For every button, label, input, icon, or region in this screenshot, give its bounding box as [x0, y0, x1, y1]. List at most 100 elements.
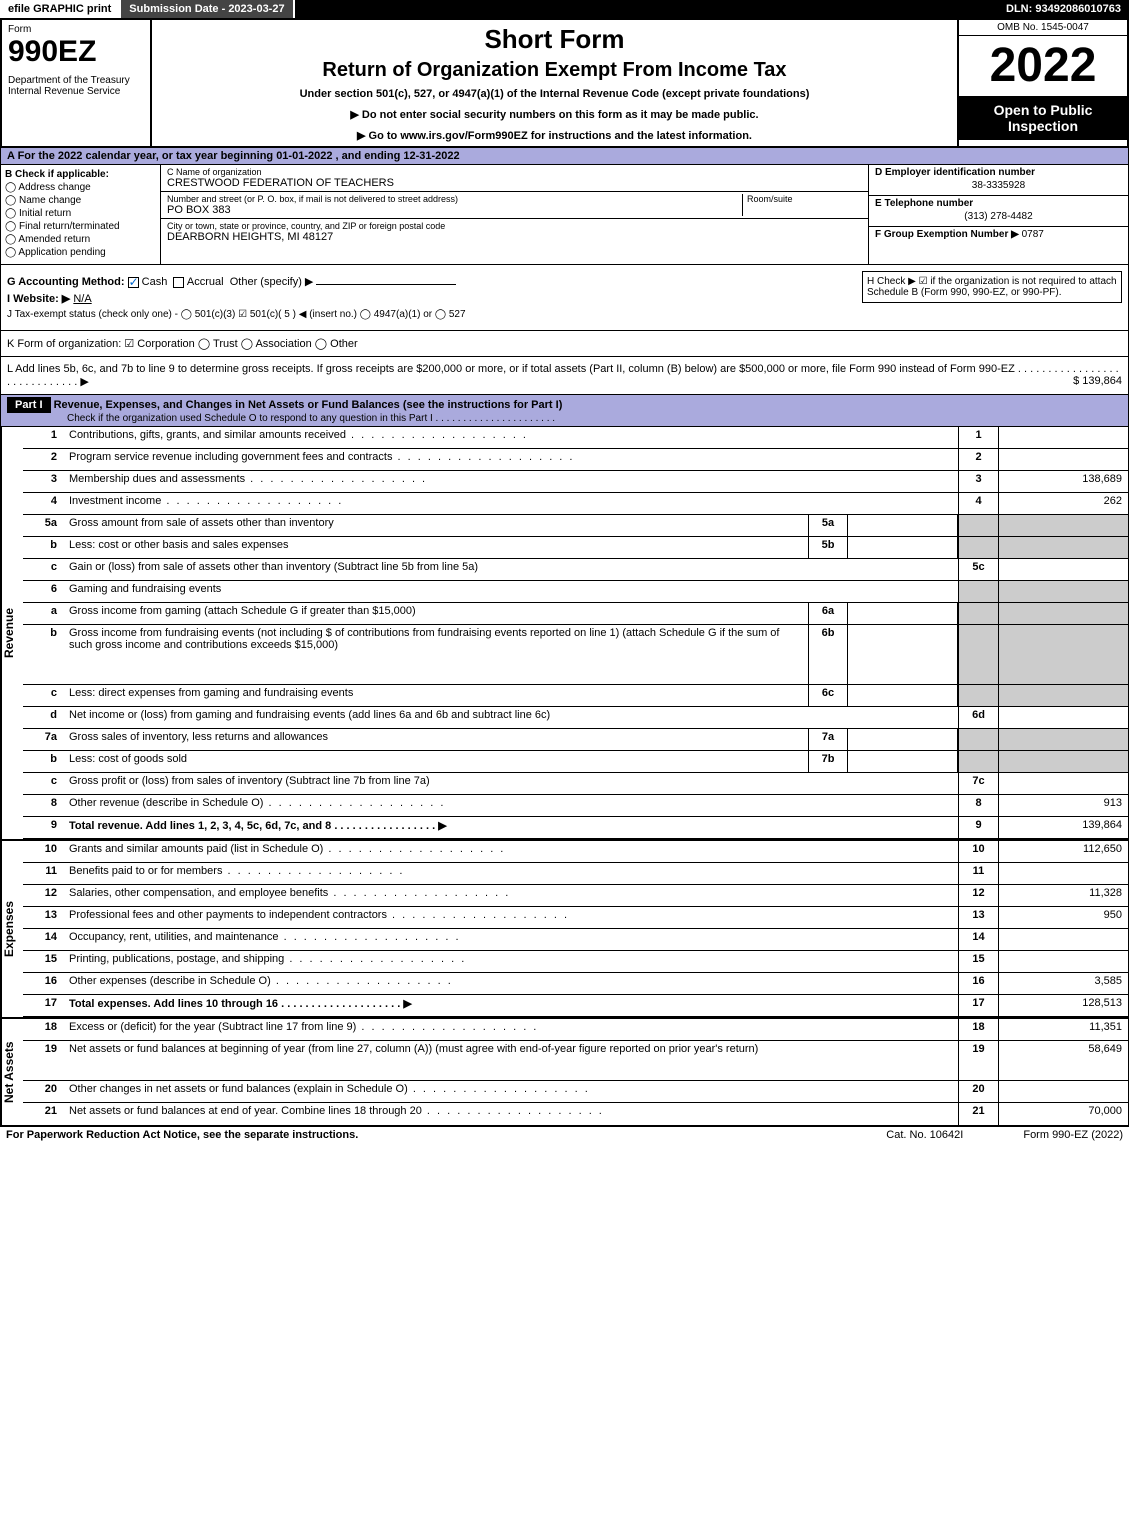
phone-value: (313) 278-4482 [875, 211, 1122, 222]
line-8: 8Other revenue (describe in Schedule O)8… [23, 795, 1128, 817]
d-ein-box: D Employer identification number 38-3335… [869, 165, 1128, 196]
f-label: F Group Exemption Number ▶ [875, 229, 1019, 240]
line-1: 1Contributions, gifts, grants, and simil… [23, 427, 1128, 449]
line-17: 17Total expenses. Add lines 10 through 1… [23, 995, 1128, 1017]
omb-number: OMB No. 1545-0047 [959, 20, 1127, 36]
line-6c: cLess: direct expenses from gaming and f… [23, 685, 1128, 707]
irs-link[interactable]: www.irs.gov/Form990EZ [400, 130, 527, 142]
line-3: 3Membership dues and assessments3138,689 [23, 471, 1128, 493]
c-city-label: City or town, state or province, country… [167, 221, 445, 231]
part1-header: Part I Revenue, Expenses, and Changes in… [0, 395, 1129, 427]
expense-lines: 10Grants and similar amounts paid (list … [23, 841, 1128, 1017]
line-7a: 7aGross sales of inventory, less returns… [23, 729, 1128, 751]
line-5c: cGain or (loss) from sale of assets othe… [23, 559, 1128, 581]
line-5b: bLess: cost or other basis and sales exp… [23, 537, 1128, 559]
chk-final-return[interactable]: ◯ Final return/terminated [5, 221, 156, 232]
chk-name-change[interactable]: ◯ Name change [5, 195, 156, 206]
j-tax-exempt: J Tax-exempt status (check only one) - ◯… [7, 309, 1122, 320]
revenue-grid: Revenue 1Contributions, gifts, grants, a… [0, 427, 1129, 839]
l-value: $ 139,864 [1073, 375, 1122, 387]
line-6: 6Gaming and fundraising events [23, 581, 1128, 603]
efile-print-label[interactable]: efile GRAPHIC print [0, 0, 121, 18]
line-16: 16Other expenses (describe in Schedule O… [23, 973, 1128, 995]
col-de: D Employer identification number 38-3335… [868, 165, 1128, 264]
title-return: Return of Organization Exempt From Incom… [156, 59, 953, 82]
tax-year: 2022 [959, 36, 1127, 96]
department-label: Department of the Treasury Internal Reve… [8, 75, 144, 97]
expenses-grid: Expenses 10Grants and similar amounts pa… [0, 839, 1129, 1017]
org-city: DEARBORN HEIGHTS, MI 48127 [167, 231, 445, 243]
line-5a: 5aGross amount from sale of assets other… [23, 515, 1128, 537]
other-fill[interactable] [316, 284, 456, 285]
open-to-public: Open to Public Inspection [959, 96, 1127, 140]
title-short-form: Short Form [156, 24, 953, 55]
c-street-label: Number and street (or P. O. box, if mail… [167, 194, 742, 204]
h-schedule-b: H Check ▶ ☑ if the organization is not r… [862, 271, 1122, 303]
topbar-spacer [295, 0, 998, 18]
ein-value: 38-3335928 [875, 180, 1122, 191]
c-street-box: Number and street (or P. O. box, if mail… [161, 192, 868, 219]
line-10: 10Grants and similar amounts paid (list … [23, 841, 1128, 863]
line-18: 18Excess or (deficit) for the year (Subt… [23, 1019, 1128, 1041]
header-right: OMB No. 1545-0047 2022 Open to Public In… [957, 20, 1127, 146]
section-kl: K Form of organization: ☑ Corporation ◯ … [0, 331, 1129, 357]
form-header: Form 990EZ Department of the Treasury In… [0, 18, 1129, 148]
d-label: D Employer identification number [875, 167, 1122, 178]
line-9: 9Total revenue. Add lines 1, 2, 3, 4, 5c… [23, 817, 1128, 839]
col-c-org-info: C Name of organization CRESTWOOD FEDERAT… [161, 165, 868, 264]
row-a-tax-year: A For the 2022 calendar year, or tax yea… [0, 148, 1129, 165]
revenue-lines: 1Contributions, gifts, grants, and simil… [23, 427, 1128, 839]
line-6b: bGross income from fundraising events (n… [23, 625, 1128, 685]
chk-cash-icon[interactable] [128, 277, 139, 288]
org-name: CRESTWOOD FEDERATION OF TEACHERS [167, 177, 394, 189]
form-number: 990EZ [8, 35, 144, 69]
line-12: 12Salaries, other compensation, and empl… [23, 885, 1128, 907]
line-21: 21Net assets or fund balances at end of … [23, 1103, 1128, 1125]
header-center: Short Form Return of Organization Exempt… [152, 20, 957, 146]
c-name-label: C Name of organization [167, 167, 394, 177]
part1-sub: Check if the organization used Schedule … [7, 413, 1122, 424]
sidebar-expenses: Expenses [1, 841, 23, 1017]
b-label: B Check if applicable: [5, 169, 156, 180]
l-gross-receipts: L Add lines 5b, 6c, and 7b to line 9 to … [7, 363, 1122, 388]
website-value: N/A [73, 293, 91, 305]
k-form-org: K Form of organization: ☑ Corporation ◯ … [7, 337, 1122, 350]
c-name-box: C Name of organization CRESTWOOD FEDERAT… [161, 165, 868, 192]
chk-address-change[interactable]: ◯ Address change [5, 182, 156, 193]
sidebar-net-assets: Net Assets [1, 1019, 23, 1125]
instruction-1: ▶ Do not enter social security numbers o… [156, 108, 953, 121]
c-city-box: City or town, state or province, country… [161, 219, 868, 245]
line-2: 2Program service revenue including gover… [23, 449, 1128, 471]
net-assets-grid: Net Assets 18Excess or (deficit) for the… [0, 1017, 1129, 1126]
line-19: 19Net assets or fund balances at beginni… [23, 1041, 1128, 1081]
line-7c: cGross profit or (loss) from sales of in… [23, 773, 1128, 795]
form-ref: Form 990-EZ (2022) [1023, 1129, 1123, 1141]
footer: For Paperwork Reduction Act Notice, see … [0, 1126, 1129, 1143]
f-value: 0787 [1022, 229, 1044, 240]
line-14: 14Occupancy, rent, utilities, and mainte… [23, 929, 1128, 951]
cat-no: Cat. No. 10642I [886, 1129, 963, 1141]
instruction-2: ▶ Go to www.irs.gov/Form990EZ for instru… [156, 129, 953, 142]
line-11: 11Benefits paid to or for members11 [23, 863, 1128, 885]
paperwork-notice: For Paperwork Reduction Act Notice, see … [6, 1129, 358, 1141]
chk-initial-return[interactable]: ◯ Initial return [5, 208, 156, 219]
part1-badge: Part I [7, 397, 51, 413]
section-l: L Add lines 5b, 6c, and 7b to line 9 to … [0, 357, 1129, 395]
section-ghij: H Check ▶ ☑ if the organization is not r… [0, 265, 1129, 331]
e-phone-box: E Telephone number (313) 278-4482 [869, 196, 1128, 227]
submission-date: Submission Date - 2023-03-27 [121, 0, 294, 18]
line-6a: aGross income from gaming (attach Schedu… [23, 603, 1128, 625]
col-b-checkboxes: B Check if applicable: ◯ Address change … [1, 165, 161, 264]
e-label: E Telephone number [875, 198, 1122, 209]
room-suite: Room/suite [742, 194, 862, 216]
form-word: Form [8, 24, 144, 35]
subtitle: Under section 501(c), 527, or 4947(a)(1)… [156, 88, 953, 100]
f-group-box: F Group Exemption Number ▶ 0787 [869, 227, 1128, 242]
chk-application-pending[interactable]: ◯ Application pending [5, 247, 156, 258]
line-4: 4Investment income4262 [23, 493, 1128, 515]
chk-amended-return[interactable]: ◯ Amended return [5, 234, 156, 245]
chk-accrual-icon[interactable] [173, 277, 184, 288]
line-15: 15Printing, publications, postage, and s… [23, 951, 1128, 973]
line-13: 13Professional fees and other payments t… [23, 907, 1128, 929]
line-20: 20Other changes in net assets or fund ba… [23, 1081, 1128, 1103]
